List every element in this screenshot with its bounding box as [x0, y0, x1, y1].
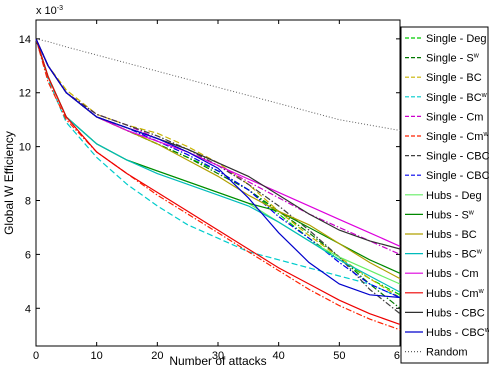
series-line-3 — [35, 38, 401, 299]
y-tick-label: 12 — [19, 88, 31, 100]
series-line-16 — [35, 38, 401, 131]
legend-label-14: Hubs - CBC — [426, 307, 485, 319]
x-axis-label: Number of attacks — [169, 354, 266, 368]
series-line-13 — [35, 38, 401, 325]
legend-label-11: Hubs - BCw — [426, 249, 483, 261]
series-line-7 — [35, 38, 401, 299]
y-ticks: 4 6 8 10 12 14 — [19, 34, 400, 315]
x-tick-label: 30 — [212, 350, 224, 362]
series-layer — [35, 38, 401, 331]
legend: Single - Deg Single - Sw Single - BC Single… — [400, 26, 489, 364]
legend-label-8: Hubs - Deg — [426, 190, 482, 202]
legend-label-9: Hubs - Sw — [426, 209, 475, 221]
x-tick-label: 0 — [33, 350, 39, 362]
y-tick-label: 4 — [25, 303, 31, 315]
plot-frame — [35, 19, 401, 347]
legend-label-15: Hubs - CBCw — [426, 327, 489, 339]
legend-label-10: Hubs - BC — [426, 229, 477, 241]
series-line-4 — [35, 38, 401, 255]
legend-label-16: Random — [426, 347, 468, 359]
x-ticks: 0 10 20 30 40 50 60 — [33, 20, 406, 362]
legend-label-4: Single - Cm — [426, 111, 483, 123]
legend-label-6: Single - CBC — [426, 151, 489, 163]
y-tick-label: 6 — [25, 249, 31, 261]
y-tick-label: 10 — [19, 142, 31, 154]
legend-label-5: Single - Cmw — [426, 131, 489, 143]
series-line-2 — [35, 38, 401, 299]
legend-items: Single - Deg Single - Sw Single - BC Single… — [405, 33, 489, 359]
x-tick-label: 50 — [333, 350, 345, 362]
legend-label-0: Single - Deg — [426, 33, 487, 45]
series-line-5 — [35, 38, 401, 331]
y-axis-label: Global W Efficiency — [2, 131, 16, 235]
x-tick-label: 40 — [273, 350, 285, 362]
y-tick-label: 14 — [19, 34, 31, 46]
legend-label-1: Single - Sw — [426, 53, 480, 65]
series-line-15 — [35, 38, 401, 299]
y-tick-label: 8 — [25, 196, 31, 208]
x-tick-label: 10 — [91, 350, 103, 362]
legend-label-7: Single - CBCw — [426, 170, 489, 182]
series-line-6 — [35, 38, 401, 315]
x-tick-label: 20 — [151, 350, 163, 362]
legend-label-12: Hubs - Cm — [426, 268, 479, 280]
series-line-11 — [35, 38, 401, 293]
y-exponent-label: x 10-3 — [36, 5, 63, 17]
legend-label-2: Single - BC — [426, 72, 482, 84]
legend-label-3: Single - BCw — [426, 92, 488, 104]
legend-label-13: Hubs - Cmw — [426, 288, 485, 300]
